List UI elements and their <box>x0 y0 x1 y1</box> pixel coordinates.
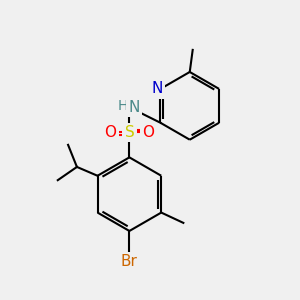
Text: S: S <box>124 125 134 140</box>
Text: N: N <box>129 100 140 115</box>
Text: Br: Br <box>121 254 138 269</box>
Text: H: H <box>118 99 128 113</box>
Text: O: O <box>104 125 116 140</box>
Text: O: O <box>142 125 154 140</box>
Text: N: N <box>152 81 163 96</box>
